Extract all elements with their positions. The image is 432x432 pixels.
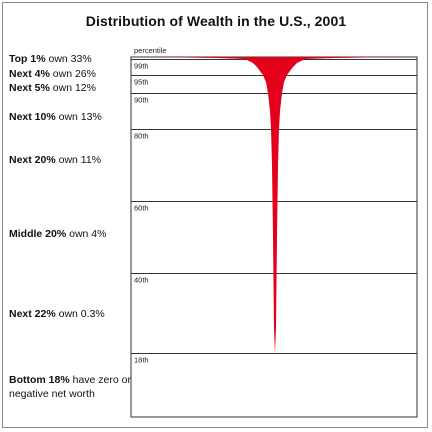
group-label-rest: own 13% (55, 111, 102, 123)
group-label: Top 1% own 33% (9, 52, 92, 66)
group-label: Next 4% own 26% (9, 67, 96, 81)
group-label: Bottom 18% have zero or negative net wor… (9, 373, 131, 401)
group-label-bold: Next 22% (9, 308, 56, 320)
tick-label-60th: 60th (134, 204, 149, 213)
axis-label: percentile (134, 46, 167, 55)
tick-label-90th: 90th (134, 96, 149, 105)
group-label-bold: Bottom 18% (9, 374, 70, 386)
tick-label-18th: 18th (134, 356, 149, 365)
group-label-bold: Middle 20% (9, 228, 67, 240)
tick-label-40th: 40th (134, 276, 149, 285)
group-label-bold: Next 4% (9, 68, 50, 80)
tick-label-95th: 95th (134, 78, 149, 87)
tick-label-99th: 99th (134, 62, 149, 71)
tick-label-80th: 80th (134, 132, 149, 141)
chart-title: Distribution of Wealth in the U.S., 2001 (85, 13, 347, 29)
group-label: Next 10% own 13% (9, 110, 102, 124)
group-label-bold: Top 1% (9, 53, 46, 65)
group-label: Middle 20% own 4% (9, 227, 106, 241)
group-label-rest: have zero or negative net worth (9, 374, 131, 400)
group-label-rest: own 33% (45, 53, 92, 65)
wealth-shape (135, 57, 415, 353)
group-label: Next 22% own 0.3% (9, 307, 105, 321)
group-label-rest: own 4% (66, 228, 107, 240)
group-label-bold: Next 10% (9, 111, 56, 123)
group-label-bold: Next 20% (9, 154, 56, 166)
group-label-rest: own 0.3% (55, 308, 105, 320)
group-label-rest: own 26% (49, 68, 96, 80)
group-label-rest: own 12% (49, 82, 96, 94)
group-label-bold: Next 5% (9, 82, 50, 94)
group-label: Next 5% own 12% (9, 81, 96, 95)
group-label: Next 20% own 11% (9, 153, 101, 167)
image-frame (2, 2, 428, 428)
group-label-rest: own 11% (55, 154, 102, 166)
